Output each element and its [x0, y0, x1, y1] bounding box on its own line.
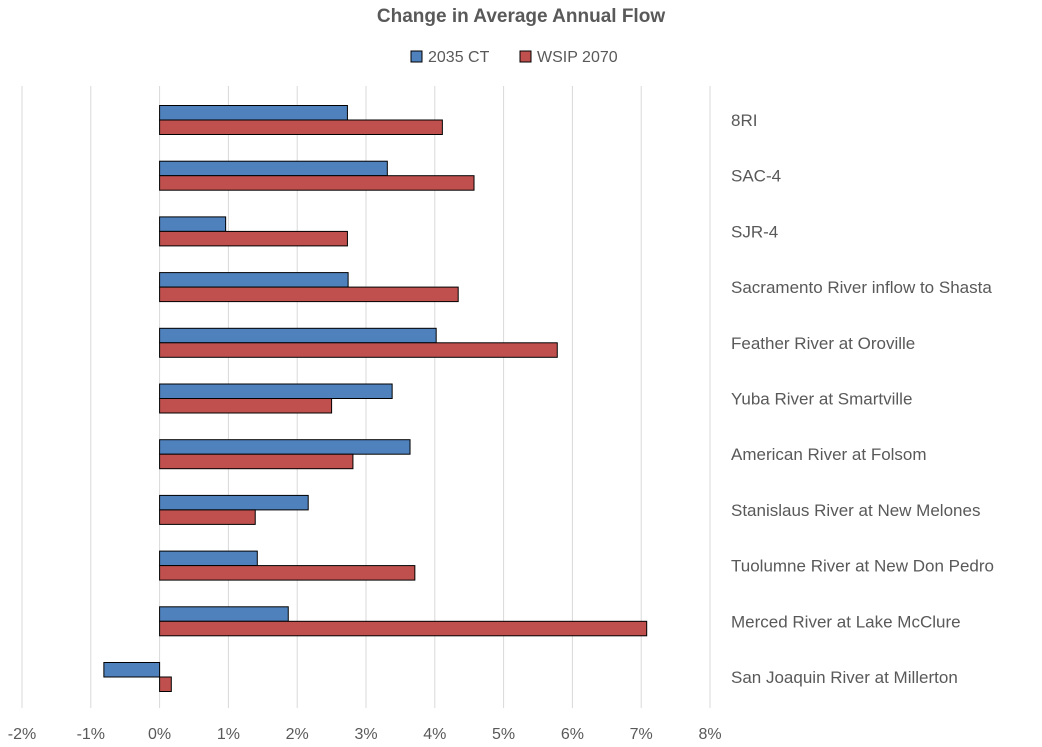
- bar-2035-ct-stanislaus-river-at-new-melones: [159, 494, 309, 511]
- x-tick-label: 3%: [354, 726, 377, 743]
- bar-2035-ct-merced-river-at-lake-mcclure: [159, 606, 289, 622]
- bar-2035-ct-yuba-river-at-smartville: [159, 383, 393, 399]
- bars: [103, 105, 648, 692]
- x-tick-label: 4%: [423, 726, 446, 743]
- bar-2035-ct-8ri: [159, 105, 348, 121]
- category-label: Sacramento River inflow to Shasta: [731, 278, 992, 297]
- category-label: SAC-4: [731, 167, 781, 186]
- bar-2035-ct-sac-4: [159, 160, 388, 177]
- bar-2035-ct-sacramento-river-inflow-to-shasta: [159, 272, 349, 288]
- category-label: Yuba River at Smartville: [731, 390, 912, 409]
- category-label: SJR-4: [731, 222, 778, 241]
- x-tick-label: -1%: [77, 726, 105, 743]
- bar-wsip-2070-stanislaus-river-at-new-melones: [159, 509, 256, 525]
- category-label: San Joaquin River at Millerton: [731, 668, 958, 687]
- x-tick-label: 1%: [217, 726, 240, 743]
- legend: 2035 CT WSIP 2070: [410, 49, 618, 66]
- bar-2035-ct-tuolumne-river-at-new-don-pedro: [159, 550, 258, 567]
- bar-wsip-2070-yuba-river-at-smartville: [159, 398, 333, 414]
- x-tick-label: -2%: [8, 726, 36, 743]
- category-label: Feather River at Oroville: [731, 334, 915, 353]
- bar-wsip-2070-sac-4: [159, 175, 475, 191]
- bar-wsip-2070-merced-river-at-lake-mcclure: [159, 620, 648, 637]
- x-tick-label: 2%: [286, 726, 309, 743]
- legend-label-2035-ct: 2035 CT: [428, 49, 490, 66]
- x-tick-label: 6%: [561, 726, 584, 743]
- bar-2035-ct-san-joaquin-river-at-millerton: [103, 662, 161, 678]
- bar-wsip-2070-sjr-4: [159, 230, 348, 247]
- category-label: Tuolumne River at New Don Pedro: [731, 557, 994, 576]
- legend-label-wsip-2070: WSIP 2070: [537, 49, 618, 66]
- category-label: American River at Folsom: [731, 445, 927, 464]
- legend-swatch-2035-ct: [410, 50, 423, 63]
- category-label: 8RI: [731, 111, 757, 130]
- category-labels: 8RI SAC-4 SJR-4 Sacramento River inflow to …: [731, 111, 994, 687]
- bar-wsip-2070-feather-river-at-oroville: [159, 342, 558, 358]
- x-tick-label: 0%: [148, 726, 171, 743]
- x-axis-tick-labels: -2% -1% 0% 1% 2% 3% 4% 5% 6% 7% 8%: [8, 726, 722, 743]
- bar-wsip-2070-tuolumne-river-at-new-don-pedro: [159, 565, 416, 581]
- x-tick-label: 8%: [698, 726, 721, 743]
- bar-2035-ct-feather-river-at-oroville: [159, 327, 437, 344]
- bar-wsip-2070-san-joaquin-river-at-millerton: [159, 676, 172, 692]
- bar-2035-ct-american-river-at-folsom: [159, 439, 411, 455]
- category-label: Merced River at Lake McClure: [731, 612, 961, 631]
- bar-2035-ct-sjr-4: [159, 216, 227, 232]
- x-tick-label: 5%: [492, 726, 515, 743]
- legend-swatch-wsip-2070: [519, 50, 532, 63]
- x-tick-label: 7%: [630, 726, 653, 743]
- bar-wsip-2070-american-river-at-folsom: [159, 453, 354, 470]
- bar-wsip-2070-8ri: [159, 119, 443, 135]
- bar-wsip-2070-sacramento-river-inflow-to-shasta: [159, 286, 459, 303]
- category-label: Stanislaus River at New Melones: [731, 501, 980, 520]
- chart-title: Change in Average Annual Flow: [377, 6, 665, 27]
